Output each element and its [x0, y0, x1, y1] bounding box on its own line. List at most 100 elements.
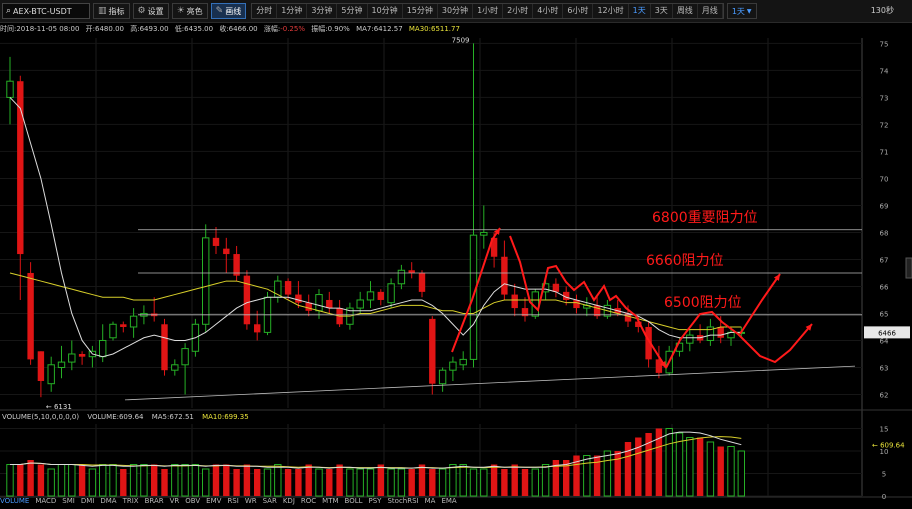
volume-bar	[727, 446, 735, 497]
indicator-tab-volume[interactable]: VOLUME	[0, 497, 30, 505]
search-icon: ⌕	[6, 6, 12, 16]
indicator-tab-obv[interactable]: OBV	[185, 497, 201, 505]
candle-body	[429, 318, 436, 384]
candle-body	[37, 351, 45, 381]
indicator-tab-dmi[interactable]: DMI	[80, 497, 95, 505]
indicator-tab-stochrsi[interactable]: StochRSI	[387, 497, 419, 505]
volume-bar	[254, 469, 261, 496]
volume-bar	[635, 437, 642, 496]
volume-bar	[418, 464, 426, 496]
indicator-tab-boll[interactable]: BOLL	[344, 497, 363, 505]
period-11[interactable]: 12小时	[593, 4, 629, 18]
info-ma7: MA7:6412.57	[356, 25, 403, 33]
indicator-tab-ema[interactable]: EMA	[441, 497, 457, 505]
period-8[interactable]: 2小时	[503, 4, 534, 18]
settings-button[interactable]: ⚙ 设置	[132, 3, 169, 19]
candle-body	[99, 339, 107, 358]
indicator-tab-mtm[interactable]: MTM	[322, 497, 339, 505]
indicator-tab-rsi[interactable]: RSI	[227, 497, 239, 505]
volume-bar	[377, 464, 384, 496]
period-9[interactable]: 4小时	[533, 4, 564, 18]
volume-bar	[17, 464, 24, 496]
indicator-tab-trix[interactable]: TRIX	[122, 497, 139, 505]
volume-bar	[109, 464, 117, 497]
period-6[interactable]: 30分钟	[438, 4, 474, 18]
indicator-tab-brar[interactable]: BRAR	[144, 497, 164, 505]
indicator-tab-macd[interactable]: MACD	[35, 497, 57, 505]
volume-current-label: ← 609.64	[872, 442, 905, 450]
price-tick-label: 72	[880, 121, 889, 129]
period-14[interactable]: 周线	[673, 4, 698, 18]
indicator-tab-emv[interactable]: EMV	[206, 497, 222, 505]
volume-bar	[295, 469, 302, 496]
period-5[interactable]: 15分钟	[403, 4, 438, 18]
indicator-tab-roc[interactable]: ROC	[300, 497, 317, 505]
price-tick-label: 70	[880, 175, 889, 183]
theme-button[interactable]: ☀ 亮色	[171, 3, 208, 19]
price-tick-label: 65	[880, 310, 889, 318]
period-1[interactable]: 1分钟	[277, 4, 308, 18]
volume-bar	[68, 464, 76, 497]
volume-bar	[233, 469, 240, 496]
indicator-tab-sar[interactable]: SAR	[262, 497, 277, 505]
indicator-tab-kdj[interactable]: KDJ	[282, 497, 295, 505]
symbol-search[interactable]: ⌕ AEX-BTC-USDT	[2, 3, 90, 19]
period-3[interactable]: 5分钟	[337, 4, 368, 18]
volume-bar	[37, 464, 45, 496]
candle-body	[6, 80, 14, 98]
candle-body	[202, 237, 210, 325]
period-dropdown[interactable]: 1天 ▼	[726, 3, 757, 19]
period-7[interactable]: 1小时	[473, 4, 504, 18]
indicator-tab-wr[interactable]: WR	[244, 497, 257, 505]
period-13[interactable]: 3天	[651, 4, 673, 18]
volume-bar	[120, 469, 127, 496]
volume-bar	[737, 450, 745, 497]
candle-body	[78, 353, 86, 357]
volume-bar	[191, 464, 200, 497]
scroll-handle	[905, 257, 912, 279]
volume-bar	[645, 433, 652, 496]
gear-icon: ⚙	[137, 6, 146, 16]
candle-body	[233, 254, 240, 276]
candle-body	[243, 275, 251, 325]
info-change-value: -0.25%	[280, 25, 305, 33]
volume-bar	[336, 464, 343, 496]
volume-bar	[47, 468, 55, 497]
settings-label: 设置	[147, 6, 164, 16]
indicators-button[interactable]: ▥ 指标	[93, 3, 130, 19]
period-4[interactable]: 10分钟	[368, 4, 403, 18]
volume-bar	[129, 464, 138, 497]
forecast-arrowhead	[805, 324, 812, 331]
candle-body	[563, 291, 570, 300]
forecast-arrow-path	[451, 227, 501, 353]
indicator-tab-dma[interactable]: DMA	[100, 497, 117, 505]
period-10[interactable]: 6小时	[563, 4, 594, 18]
volume-bar	[171, 464, 179, 497]
info-low: 低:6435.00	[174, 25, 214, 33]
info-amplitude: 振幅:0.90%	[311, 25, 350, 33]
period-0[interactable]: 分时	[252, 4, 278, 18]
candle-body	[326, 299, 333, 309]
indicator-tab-vr[interactable]: VR	[169, 497, 180, 505]
volume-bar	[284, 469, 292, 496]
period-12[interactable]: 1天	[629, 4, 651, 18]
indicator-tab-ma[interactable]: MA	[424, 497, 436, 505]
indicator-tab-smi[interactable]: SMI	[62, 497, 75, 505]
period-2[interactable]: 3分钟	[307, 4, 338, 18]
candle-body	[438, 369, 447, 385]
candle-body	[17, 81, 24, 255]
volume-infobar: VOLUME(5,10,0,0,0,0) VOLUME:609.64 MA5:6…	[2, 413, 255, 421]
sun-icon: ☀	[176, 6, 185, 16]
candle-body	[109, 323, 117, 339]
period-15[interactable]: 月线	[698, 4, 723, 18]
candle-body	[490, 237, 498, 257]
price-tick-label: 62	[880, 391, 889, 399]
indicator-tab-psy[interactable]: PSY	[368, 497, 382, 505]
candle-body	[686, 334, 694, 344]
drawing-button[interactable]: ✎ 画线	[210, 3, 247, 19]
candle-body	[295, 294, 302, 303]
volume-bar	[541, 464, 550, 497]
candle-body	[366, 291, 375, 301]
volume-bar	[57, 464, 66, 497]
